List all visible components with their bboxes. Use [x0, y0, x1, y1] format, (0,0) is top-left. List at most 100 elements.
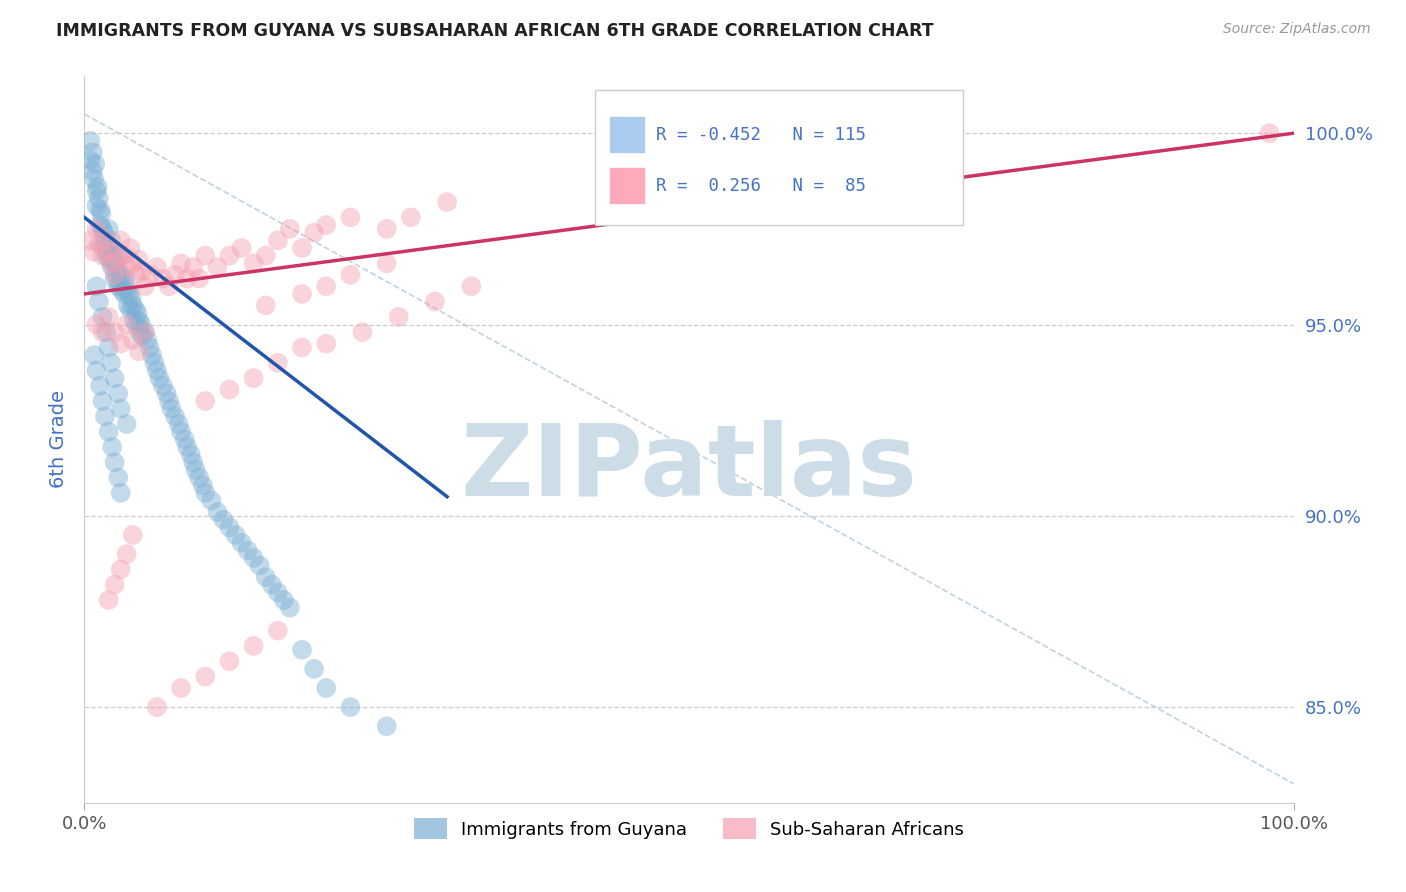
Point	[97, 244, 120, 259]
Point	[254, 298, 277, 312]
Point	[104, 268, 127, 282]
Point	[170, 256, 193, 270]
Point	[104, 325, 127, 339]
Point	[118, 287, 141, 301]
Point	[87, 191, 110, 205]
Point	[176, 440, 198, 454]
Point	[302, 662, 325, 676]
Point	[94, 409, 117, 424]
Text: R = -0.452   N = 115: R = -0.452 N = 115	[657, 126, 866, 144]
Point	[423, 294, 446, 309]
Text: Source: ZipAtlas.com: Source: ZipAtlas.com	[1223, 22, 1371, 37]
Point	[194, 249, 217, 263]
Point	[267, 585, 290, 599]
Point	[291, 341, 314, 355]
Point	[122, 314, 145, 328]
Point	[100, 356, 122, 370]
Point	[83, 172, 105, 186]
Point	[82, 145, 104, 160]
Point	[157, 279, 180, 293]
Point	[267, 233, 290, 247]
Point	[83, 348, 105, 362]
Point	[110, 268, 132, 282]
Point	[157, 394, 180, 409]
Point	[94, 233, 117, 247]
Point	[104, 256, 127, 270]
Point	[87, 237, 110, 252]
Point	[352, 325, 374, 339]
Point	[128, 252, 150, 267]
Point	[260, 578, 283, 592]
Point	[218, 654, 240, 668]
Point	[184, 463, 207, 477]
Point	[134, 279, 156, 293]
Point	[181, 455, 204, 469]
Point	[291, 642, 314, 657]
Point	[124, 302, 146, 317]
Point	[97, 241, 120, 255]
Point	[139, 268, 162, 282]
Point	[104, 455, 127, 469]
Point	[302, 226, 325, 240]
Point	[107, 279, 129, 293]
Point	[101, 440, 124, 454]
Point	[86, 179, 108, 194]
Point	[89, 218, 111, 232]
Point	[89, 378, 111, 392]
Point	[121, 256, 143, 270]
Point	[94, 237, 117, 252]
Point	[399, 211, 422, 225]
Point	[165, 409, 187, 424]
Point	[86, 279, 108, 293]
Point	[115, 283, 138, 297]
Point	[125, 318, 148, 332]
Point	[115, 417, 138, 431]
Point	[112, 287, 135, 301]
Point	[128, 314, 150, 328]
Point	[242, 256, 264, 270]
Point	[94, 325, 117, 339]
Point	[176, 271, 198, 285]
Point	[97, 222, 120, 236]
Point	[103, 244, 125, 259]
Point	[112, 249, 135, 263]
Point	[87, 294, 110, 309]
Point	[375, 256, 398, 270]
Point	[146, 363, 169, 377]
Point	[315, 279, 337, 293]
Point	[194, 486, 217, 500]
Point	[460, 279, 482, 293]
Point	[218, 520, 240, 534]
Point	[165, 268, 187, 282]
Point	[110, 562, 132, 576]
Point	[1258, 126, 1281, 140]
Point	[82, 164, 104, 178]
Point	[152, 378, 174, 392]
Point	[254, 249, 277, 263]
Point	[249, 558, 271, 573]
Point	[181, 260, 204, 274]
Point	[131, 329, 153, 343]
Point	[129, 325, 152, 339]
Point	[79, 134, 101, 148]
Point	[218, 383, 240, 397]
Point	[339, 211, 361, 225]
Point	[131, 264, 153, 278]
Point	[225, 528, 247, 542]
Point	[120, 302, 142, 317]
Point	[136, 333, 159, 347]
Point	[110, 233, 132, 247]
Point	[436, 195, 458, 210]
Point	[100, 249, 122, 263]
Point	[315, 336, 337, 351]
Bar	[610, 169, 644, 203]
Point	[117, 298, 139, 312]
Point	[120, 241, 142, 255]
Point	[152, 271, 174, 285]
Bar	[610, 117, 644, 153]
Point	[141, 348, 163, 362]
Point	[143, 356, 166, 370]
Point	[93, 226, 115, 240]
Point	[104, 578, 127, 592]
Point	[91, 325, 114, 339]
